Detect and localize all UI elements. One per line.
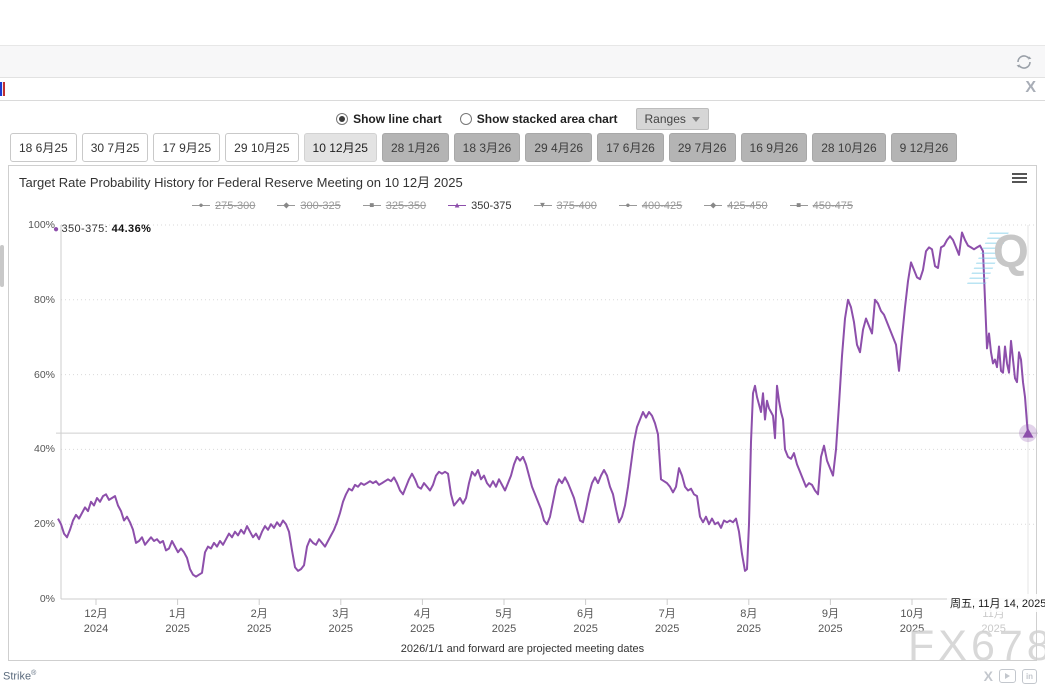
y-axis-label: 100% — [28, 219, 55, 231]
radio-area-label: Show stacked area chart — [476, 112, 618, 126]
meeting-tab[interactable]: 18 3月26 — [453, 133, 521, 162]
legend-item[interactable]: ■ 325-350 — [362, 200, 427, 212]
scrollbar-thumb[interactable] — [0, 245, 4, 287]
meeting-tab[interactable]: 10 12月25 — [303, 133, 377, 162]
x-axis-label: 3月 2025 — [328, 608, 354, 635]
chart-controls: Show line chart Show stacked area chart … — [0, 108, 1045, 130]
x-footer-icon[interactable]: X — [983, 668, 993, 684]
partial-logo — [0, 82, 5, 96]
chart-panel: Target Rate Probability History for Fede… — [8, 165, 1045, 661]
date-tooltip: 周五, 11月 14, 2025 — [947, 594, 1045, 612]
x-axis-label: 12月 2024 — [83, 608, 109, 635]
ranges-label: Ranges — [644, 112, 686, 126]
legend-marker-icon: ■ — [789, 201, 808, 211]
x-axis-label: 4月 2025 — [410, 608, 435, 635]
meeting-tab[interactable]: 18 6月25 — [10, 133, 77, 162]
legend-item[interactable]: ▼ 375-400 — [533, 200, 597, 212]
linkedin-icon[interactable]: in — [1022, 668, 1037, 684]
chart-title: Target Rate Probability History for Fede… — [19, 175, 463, 190]
meeting-tab[interactable]: 28 1月26 — [381, 133, 449, 162]
x-axis-label: 10月 2025 — [899, 608, 925, 635]
meeting-tab[interactable]: 16 9月26 — [740, 133, 808, 162]
x-axis-label: 5月 2025 — [491, 608, 517, 635]
x-axis-label: 1月 2025 — [165, 608, 190, 635]
x-axis-label: 8月 2025 — [736, 608, 762, 635]
radio-line-chart[interactable]: Show line chart — [336, 112, 442, 126]
ranges-dropdown[interactable]: Ranges — [635, 108, 709, 130]
meeting-tab[interactable]: 28 10月26 — [812, 133, 886, 162]
radio-line-label: Show line chart — [353, 112, 442, 126]
meeting-tab[interactable]: 9 12月26 — [890, 133, 958, 162]
y-axis-label: 60% — [33, 368, 55, 381]
header-bar: X — [0, 78, 1045, 101]
legend-item[interactable]: ◆ 425-450 — [704, 200, 768, 212]
legend-label: 350-375 — [471, 200, 512, 212]
fx678-watermark: FX678 — [908, 622, 1045, 670]
legend-marker-icon: ▼ — [533, 201, 552, 211]
plot-area — [56, 224, 1038, 605]
q-logo-watermark: Q — [967, 226, 1037, 290]
y-axis-label: 80% — [33, 293, 55, 306]
meeting-tab[interactable]: 29 10月25 — [225, 133, 299, 162]
y-axis-label: 20% — [33, 518, 55, 531]
registered-mark: ® — [31, 670, 37, 677]
radio-unselected-icon[interactable] — [459, 113, 472, 125]
legend-label: 375-400 — [556, 200, 597, 212]
social-icons: X in — [984, 668, 1037, 684]
legend-marker-icon: ◆ — [277, 201, 296, 211]
meeting-tab[interactable]: 17 9月25 — [153, 133, 221, 162]
x-axis-label: 9月 2025 — [818, 608, 843, 635]
legend-marker-icon: ◆ — [704, 201, 723, 211]
meeting-date-tabs: 18 6月25 30 7月25 17 9月25 29 10月25 10 12月25 28 … — [10, 133, 1040, 162]
toolbar — [0, 46, 1045, 78]
y-axis-label: 0% — [39, 593, 55, 605]
youtube-icon[interactable] — [999, 669, 1016, 683]
meeting-tab[interactable]: 29 4月26 — [525, 133, 593, 162]
top-spacer-bar — [0, 0, 1045, 46]
legend-label: 325-350 — [385, 200, 427, 212]
refresh-icon[interactable] — [1013, 51, 1035, 73]
y-axis-label: 40% — [33, 443, 55, 456]
q-logo-letter: Q — [993, 225, 1029, 277]
legend-item[interactable]: ▲ 350-375 — [448, 200, 512, 212]
x-axis-label: 7月 2025 — [654, 608, 680, 635]
chevron-down-icon — [691, 116, 700, 122]
series-tooltip-label: 350-375: — [61, 223, 109, 235]
meeting-tab[interactable]: 30 7月25 — [81, 133, 149, 162]
legend-marker-icon: ■ — [362, 201, 381, 211]
chart-legend: ● 275-300 ◆ 300-325 ■ 325-350 ▲ 350-375 ▼ 375-400… — [9, 200, 1036, 212]
legend-label: 400-425 — [641, 200, 683, 212]
strike-brand: Strike® — [3, 670, 36, 683]
legend-item[interactable]: ◆ 300-325 — [277, 200, 341, 212]
x-axis-label: 2月 2025 — [246, 608, 272, 635]
legend-label: 450-475 — [812, 200, 853, 212]
radio-selected-icon[interactable] — [336, 113, 349, 125]
legend-marker-icon: ● — [618, 201, 637, 211]
x-axis-label: 6月 2025 — [573, 608, 598, 635]
chart-menu-icon[interactable] — [1012, 173, 1027, 185]
meeting-tab[interactable]: 17 6月26 — [597, 133, 664, 162]
x-social-icon[interactable]: X — [1025, 79, 1036, 96]
series-dot-icon: ● — [53, 224, 60, 235]
strike-brand-text: Strike — [3, 670, 32, 683]
legend-item[interactable]: ■ 450-475 — [789, 200, 853, 212]
legend-item[interactable]: ● 400-425 — [618, 200, 683, 212]
legend-item[interactable]: ● 275-300 — [192, 200, 255, 212]
legend-label: 275-300 — [215, 200, 256, 212]
radio-stacked-area-chart[interactable]: Show stacked area chart — [459, 112, 618, 126]
series-tooltip-value: 44.36% — [111, 223, 152, 235]
series-tooltip: ● 350-375: 44.36% — [53, 223, 151, 235]
chart-footnote: 2026/1/1 and forward are projected meeti… — [400, 643, 645, 655]
legend-marker-icon: ● — [192, 201, 210, 211]
play-icon — [1005, 673, 1010, 679]
legend-label: 425-450 — [727, 200, 768, 212]
meeting-tab[interactable]: 29 7月26 — [668, 133, 736, 162]
legend-label: 300-325 — [300, 200, 341, 212]
legend-marker-icon: ▲ — [448, 201, 467, 211]
